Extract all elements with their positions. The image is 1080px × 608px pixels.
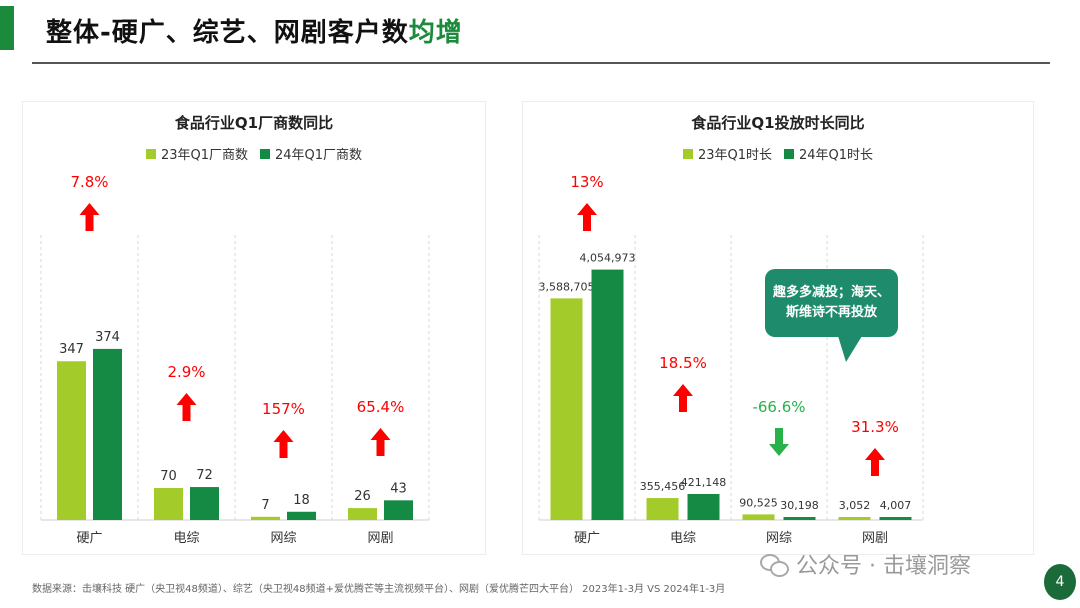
chart-svg-vendors: 347 374 硬广 7.8% 70 72 电综 2.9% 7 18 网综 157% 26 43 网剧 65.… xyxy=(40,173,430,546)
chart-legend: 23年Q1时长 24年Q1时长 xyxy=(523,144,1033,163)
bar-2024 xyxy=(591,269,624,520)
data-label-2023: 70 xyxy=(160,469,177,484)
change-label: 2.9% xyxy=(167,363,205,381)
callout-line-2: 斯维诗不再投放 xyxy=(785,305,877,320)
bar-2023 xyxy=(838,517,871,520)
category-label: 网剧 xyxy=(862,531,888,546)
legend-label-2023: 23年Q1厂商数 xyxy=(160,148,248,163)
bar-2023 xyxy=(742,514,775,520)
data-label-2023: 90,525 xyxy=(739,496,778,509)
bar-2023 xyxy=(57,361,86,520)
chart-panel-duration: 食品行业Q1投放时长同比 23年Q1时长 24年Q1时长 3,588,705 4,… xyxy=(522,101,1034,555)
change-label: 31.3% xyxy=(851,418,899,436)
wechat-watermark: 公众号 · 击壤洞察 xyxy=(760,548,971,580)
down-arrow-icon xyxy=(769,428,789,456)
data-label-2023: 3,052 xyxy=(839,499,871,512)
legend-swatch-2023 xyxy=(682,148,693,159)
up-arrow-icon xyxy=(176,393,197,421)
title-accent-bar xyxy=(0,6,14,50)
category-label: 硬广 xyxy=(76,531,102,546)
bar-2024 xyxy=(687,493,720,520)
bar-2024 xyxy=(783,517,816,520)
bar-2024 xyxy=(190,487,219,520)
data-source-footnote: 数据来源：击壤科技 硬广（央卫视48频道）、综艺（央卫视48频道+爱优腾芒等主流… xyxy=(32,584,726,595)
legend-label-2023: 23年Q1时长 xyxy=(697,148,772,163)
bar-2024 xyxy=(93,348,122,520)
chart-panel-vendors: 食品行业Q1厂商数同比 23年Q1厂商数 24年Q1厂商数 347 374 硬广 7.… xyxy=(22,101,486,555)
category-label: 网综 xyxy=(766,531,792,546)
wechat-icon xyxy=(760,552,790,577)
legend-item-2023: 23年Q1时长 xyxy=(682,144,772,163)
legend-swatch-2024 xyxy=(260,148,270,159)
page-number: 4 xyxy=(1044,564,1076,600)
legend-item-2024: 24年Q1时长 xyxy=(784,144,873,163)
page-title: 整体-硬广、综艺、网剧客户数均增 xyxy=(46,12,463,49)
data-label-2024: 72 xyxy=(196,468,213,483)
category-label: 网剧 xyxy=(367,531,393,546)
bar-2023 xyxy=(550,298,583,520)
chart-title: 食品行业Q1厂商数同比 xyxy=(174,114,334,132)
legend-item-2023: 23年Q1厂商数 xyxy=(145,144,248,163)
up-arrow-icon xyxy=(577,203,597,231)
data-label-2024: 4,007 xyxy=(880,499,912,512)
change-label: 157% xyxy=(262,400,305,418)
change-label: 13% xyxy=(570,173,603,191)
bar-2023 xyxy=(646,498,679,520)
category-label: 硬广 xyxy=(574,531,600,546)
data-label-2024: 374 xyxy=(95,330,120,345)
up-arrow-icon xyxy=(370,428,391,456)
data-label-2023: 355,456 xyxy=(640,480,686,493)
annotation-callout: 趣多多减投；海天、 斯维诗不再投放 xyxy=(765,269,898,337)
title-prefix: 整体-硬广、综艺、网剧客户数 xyxy=(46,18,409,48)
data-label-2023: 26 xyxy=(354,489,371,504)
change-label: 7.8% xyxy=(70,173,108,191)
category-label: 电综 xyxy=(173,531,199,546)
data-label-2024: 421,148 xyxy=(681,476,727,489)
data-label-2023: 347 xyxy=(59,342,84,357)
data-label-2023: 3,588,705 xyxy=(539,280,595,293)
bar-2023 xyxy=(251,516,280,520)
up-arrow-icon xyxy=(79,203,100,231)
data-label-2024: 4,054,973 xyxy=(580,252,636,265)
up-arrow-icon xyxy=(673,384,693,412)
legend-swatch-2024 xyxy=(784,148,794,159)
bar-2024 xyxy=(287,511,316,520)
bar-2024 xyxy=(879,517,912,520)
change-label: 65.4% xyxy=(357,398,405,416)
bar-2024 xyxy=(384,500,413,520)
data-label-2024: 30,198 xyxy=(780,499,819,512)
legend-label-2024: 24年Q1厂商数 xyxy=(275,148,363,163)
data-label-2023: 7 xyxy=(261,498,269,513)
data-label-2024: 43 xyxy=(390,481,407,496)
title-highlight: 均增 xyxy=(408,18,463,48)
change-label: 18.5% xyxy=(659,354,707,372)
legend-swatch-2023 xyxy=(145,148,156,159)
chart-title: 食品行业Q1投放时长同比 xyxy=(691,114,865,132)
up-arrow-icon xyxy=(865,448,885,476)
bar-2023 xyxy=(154,487,183,520)
category-label: 电综 xyxy=(670,531,696,546)
legend-item-2024: 24年Q1厂商数 xyxy=(260,144,362,163)
callout-tail xyxy=(838,336,862,362)
up-arrow-icon xyxy=(273,430,294,458)
category-label: 网综 xyxy=(270,531,296,546)
legend-label-2024: 24年Q1时长 xyxy=(799,148,874,163)
data-label-2024: 18 xyxy=(293,493,310,508)
title-divider xyxy=(32,62,1050,64)
callout-line-1: 趣多多减投；海天、 xyxy=(772,285,890,300)
chart-legend: 23年Q1厂商数 24年Q1厂商数 xyxy=(23,144,485,163)
watermark-text: 公众号 · 击壤洞察 xyxy=(796,554,971,579)
bar-2023 xyxy=(348,508,377,520)
change-label: -66.6% xyxy=(752,398,805,416)
